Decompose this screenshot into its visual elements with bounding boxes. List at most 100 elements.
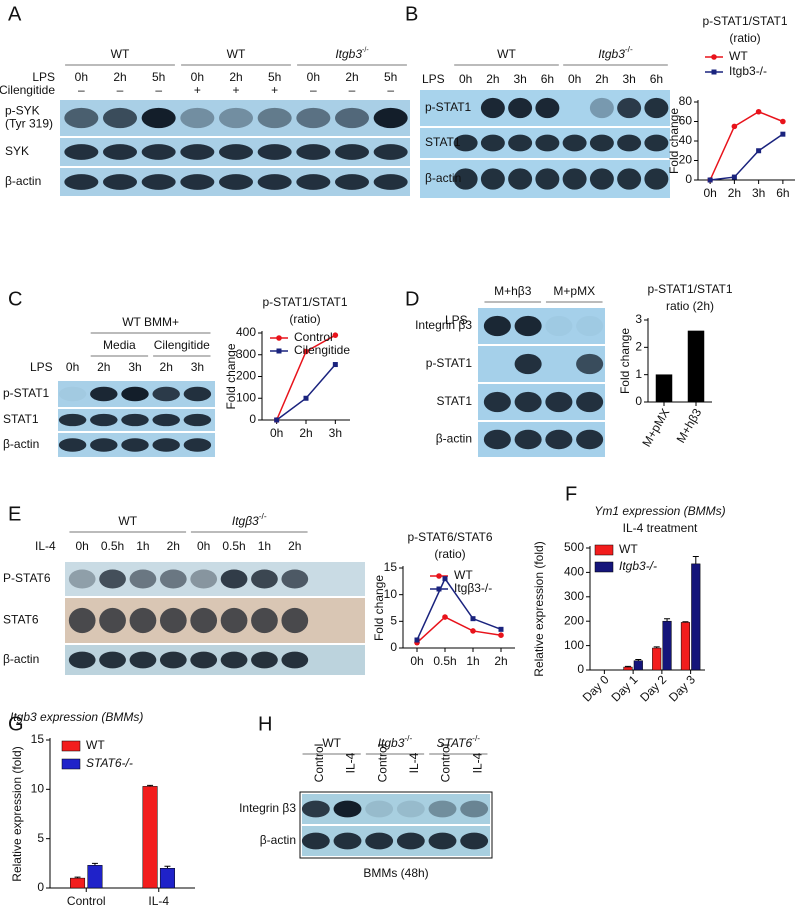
- row-label: LPS: [422, 72, 445, 86]
- blot-label: β-actin: [3, 652, 39, 666]
- blot-label: STAT1: [3, 412, 39, 426]
- legend-swatch: [594, 561, 614, 573]
- point: [780, 131, 786, 137]
- point: [303, 348, 309, 355]
- chart-subtitle: (ratio): [434, 547, 465, 561]
- band: [617, 168, 642, 190]
- y-tick-label: 400: [564, 565, 584, 579]
- point: [470, 616, 476, 622]
- y-tick-label: 100: [236, 390, 256, 404]
- band: [64, 107, 99, 129]
- blot-label: P-STAT6: [3, 571, 51, 585]
- y-tick-label: 15: [384, 560, 398, 574]
- lane-label: 3h: [513, 72, 526, 86]
- band: [159, 607, 187, 634]
- lane-label: IL-4: [344, 752, 358, 773]
- point: [755, 108, 762, 115]
- band: [545, 391, 573, 413]
- band: [129, 607, 157, 634]
- band: [218, 144, 254, 160]
- band: [365, 800, 394, 818]
- y-tick-label: 2: [635, 340, 642, 354]
- band: [190, 607, 218, 634]
- band: [545, 316, 572, 336]
- row-label: Cilengitide: [0, 83, 55, 97]
- lane-label: 0h: [66, 360, 79, 374]
- band: [428, 800, 457, 818]
- lane-label: 0h: [307, 70, 320, 84]
- group-label: WT: [497, 47, 516, 61]
- chart-title: p-STAT1/STAT1: [262, 295, 347, 309]
- x-tick-label: 6h: [776, 186, 789, 200]
- point: [442, 614, 448, 620]
- lane-label: 3h: [622, 72, 635, 86]
- blot-label: Integrin β3: [415, 318, 472, 332]
- point: [756, 148, 762, 154]
- band: [180, 174, 215, 190]
- x-tick-label: Control: [67, 894, 106, 908]
- band: [190, 651, 218, 669]
- group-label-text: Itgβ3: [232, 514, 259, 528]
- lane-label: 6h: [541, 72, 554, 86]
- lane-label: –: [310, 83, 317, 97]
- chart-title: Itgb3 expression (BMMs): [10, 710, 143, 724]
- band: [257, 107, 292, 129]
- x-tick-label: 0.5h: [433, 654, 456, 668]
- band: [64, 144, 99, 160]
- panel-letter: A: [8, 3, 22, 25]
- x-tick-label: 0h: [410, 654, 423, 668]
- y-axis-label: Fold change: [372, 575, 386, 641]
- lane-label: Control: [312, 744, 326, 783]
- x-tick-label: Day 3: [666, 672, 698, 704]
- band: [644, 97, 669, 119]
- y-tick-label: 300: [564, 589, 584, 603]
- lane-label: 2h: [113, 70, 126, 84]
- chart-title: p-STAT6/STAT6: [407, 530, 492, 544]
- band: [508, 134, 533, 152]
- blot-label: p-STAT1: [3, 386, 50, 400]
- y-tick-label: 10: [31, 782, 45, 796]
- band: [576, 429, 604, 450]
- y-tick-label: 0: [390, 640, 397, 654]
- band: [334, 144, 370, 160]
- group-label: M+hβ3: [494, 284, 532, 298]
- band: [514, 315, 542, 337]
- band: [180, 144, 215, 160]
- band: [396, 800, 425, 818]
- x-tick-label: 3h: [752, 186, 765, 200]
- error-bar: [164, 865, 171, 869]
- band: [483, 315, 511, 337]
- bar: [691, 563, 701, 671]
- panel-letter: F: [565, 483, 577, 505]
- band: [180, 107, 215, 129]
- lane-label: –: [155, 83, 162, 97]
- row-label: LPS: [30, 360, 53, 374]
- lane-label: 0h: [191, 70, 204, 84]
- lane-label: 2h: [97, 360, 110, 374]
- band: [589, 168, 614, 190]
- legend-label: WT: [729, 49, 748, 63]
- band: [480, 168, 505, 190]
- x-tick-label: Day 0: [580, 672, 612, 704]
- lane-label: 2h: [229, 70, 242, 84]
- band: [68, 651, 96, 669]
- error-bar: [692, 556, 699, 564]
- group-label-text: Itgb3: [378, 736, 405, 750]
- lane-label: 2h: [167, 539, 180, 553]
- group-label-text: Itgb3: [335, 47, 362, 61]
- band: [460, 832, 489, 850]
- line: [276, 364, 336, 421]
- band: [190, 569, 218, 589]
- legend-swatch: [61, 740, 81, 752]
- x-tick-label: 1h: [466, 654, 479, 668]
- y-tick-label: 0: [37, 880, 44, 894]
- band: [90, 438, 118, 452]
- y-axis-label: Relative expression (fold): [532, 541, 546, 676]
- point: [470, 628, 476, 634]
- point: [707, 177, 713, 183]
- lane-label: –: [387, 83, 394, 97]
- bar: [87, 865, 103, 889]
- group-label: M+pMX: [553, 284, 595, 298]
- panel-letter: G: [8, 713, 24, 735]
